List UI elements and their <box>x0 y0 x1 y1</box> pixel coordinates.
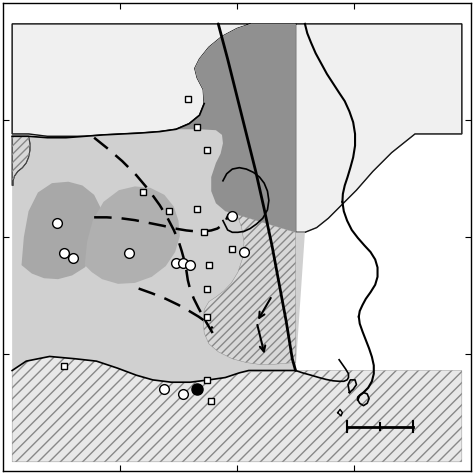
Polygon shape <box>176 24 296 232</box>
Polygon shape <box>12 24 305 382</box>
Polygon shape <box>21 182 103 279</box>
Polygon shape <box>203 215 296 365</box>
Polygon shape <box>85 186 180 284</box>
Polygon shape <box>12 356 462 462</box>
Polygon shape <box>12 24 462 232</box>
Polygon shape <box>12 137 30 185</box>
